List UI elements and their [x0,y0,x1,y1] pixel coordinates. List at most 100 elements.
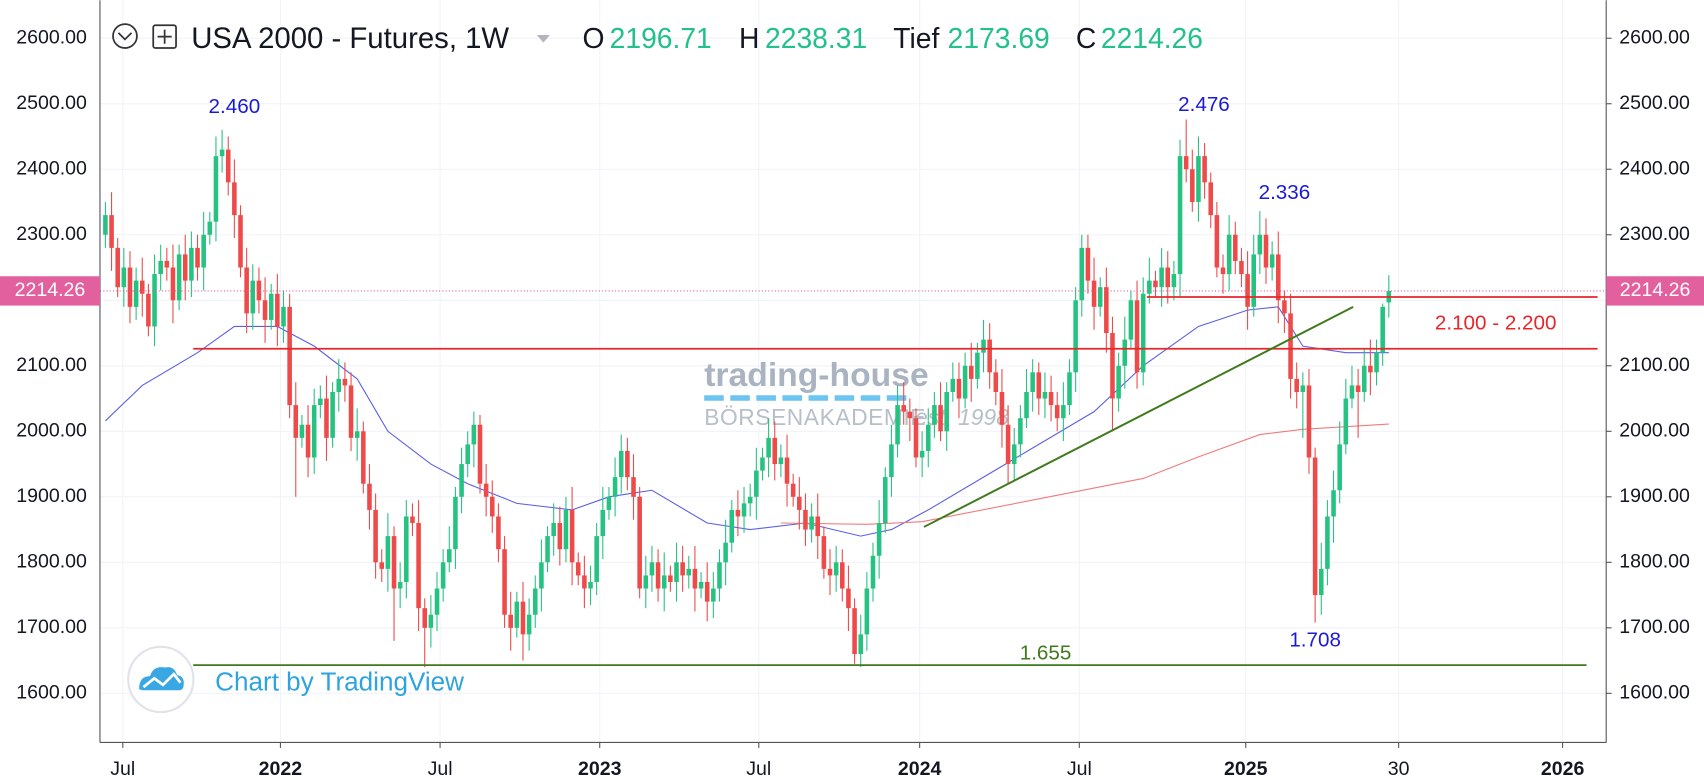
candle-body [680,562,685,576]
candle-body [1226,234,1232,275]
candle-body [919,450,925,458]
candle-body [281,306,286,327]
candle-body [397,581,403,589]
candle-body [176,254,182,301]
candle-body [275,293,280,327]
candle-body [453,496,458,550]
y-tick-label-right: 1900.00 [1619,485,1690,507]
y-tick-label-right: 2000.00 [1619,419,1690,441]
candle-body [164,260,170,268]
candle-body [1380,306,1385,353]
collapse-chevron [117,32,133,41]
candle-body [447,549,452,563]
add-icon[interactable] [152,24,177,49]
candle-body [717,562,722,589]
candle-body [1251,254,1257,307]
candle-body [1325,516,1330,569]
y-tick-label: 1600.00 [16,682,87,704]
last-price-label: 2214.26 [15,279,86,301]
candle-body [146,293,151,327]
candle-body [219,149,225,157]
candle-body [631,477,636,497]
candle-body [127,267,133,307]
open-label: O [582,22,604,54]
candle-body [1202,156,1207,183]
candle-body [968,365,974,379]
candle-body [643,575,649,589]
candle-body [846,588,851,609]
candle-body [293,405,299,438]
candle-body [1024,391,1029,419]
candle-body [563,509,569,550]
candle-body [1073,300,1078,373]
candle-body [404,516,409,582]
candle-body [1122,339,1128,366]
attribution: Chart by TradingView [215,666,464,696]
y-tick-label: 2600.00 [16,26,87,48]
candle-body [981,339,986,353]
x-tick-label: 2022 [259,758,303,780]
candle-body [1312,457,1318,596]
candle-body [324,398,329,438]
candle-body [361,431,366,484]
y-tick-label-right: 2300.00 [1619,223,1690,245]
x-tick-label: Jul [110,758,135,780]
candle-body [391,536,397,589]
collapse-icon[interactable] [112,23,138,49]
x-tick-label: Jul [1067,758,1092,780]
candle-body [1183,156,1189,170]
grid [99,0,1607,743]
candle-body [809,516,814,530]
candle-body [766,437,771,458]
candle-body [318,398,323,406]
candle-body [477,424,483,484]
candle-body [649,562,655,576]
candle-body [115,247,120,288]
candle-body [1306,385,1312,458]
candle-body [907,411,913,419]
x-tick-label: Jul [428,758,453,780]
dropdown-arrow[interactable] [536,35,550,43]
candle-body [305,424,311,458]
close-label: C [1076,22,1096,54]
candle-body [428,614,434,628]
tradingview-logo[interactable]: Chart by TradingView [127,645,464,714]
candle-body [729,509,735,543]
candle-body [588,581,593,589]
candle-body [668,575,673,582]
candle-body [913,418,919,458]
y-tick-label-right: 2400.00 [1619,157,1690,179]
candle-body [1128,300,1134,340]
x-tick-label: 30 [1388,758,1410,780]
candle-body [1011,444,1017,465]
candle-body [1190,169,1195,203]
symbol-title[interactable]: USA 2000 - Futures, 1W [191,22,509,55]
candle-body [158,260,163,275]
candle-body [1239,260,1244,275]
candle-body [1091,280,1097,307]
candle-body [870,555,876,589]
candle-body [1165,267,1171,288]
candle-body [244,267,249,314]
candle-body [262,300,268,320]
add-plus [157,29,172,44]
candle-body [354,431,360,438]
candle-body [348,385,354,438]
candle-body [637,496,642,589]
x-tick-label: 2024 [898,758,942,780]
y-tick-label: 2000.00 [16,419,87,441]
candle-body [1153,280,1158,288]
y-tick-label: 1900.00 [16,485,87,507]
candle-body [987,339,992,373]
candle-body [471,424,477,445]
candle-body [698,581,704,589]
candle-body [1220,267,1226,275]
candle-body [121,267,127,288]
candle-body [1263,234,1269,268]
candle-body [925,424,931,451]
candle-body [686,568,692,576]
candle-body [575,562,581,576]
candle-body [1294,378,1299,392]
